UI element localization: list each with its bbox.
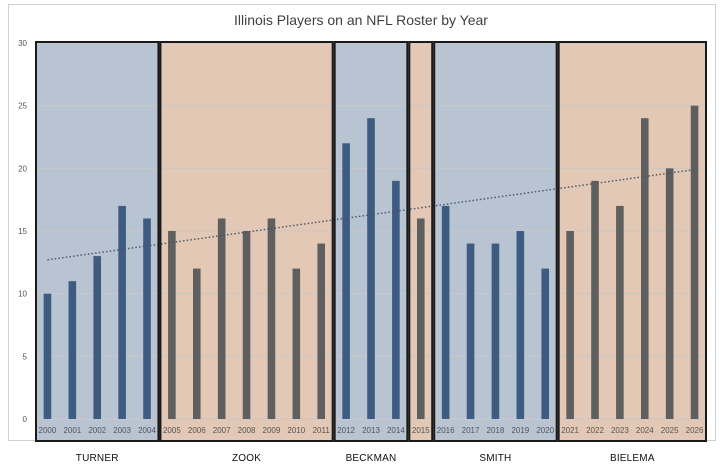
y-tick-label: 10 bbox=[18, 290, 27, 299]
x-tick-label: 2013 bbox=[362, 426, 380, 435]
x-tick-label: 2026 bbox=[686, 426, 704, 435]
bar bbox=[616, 205, 624, 419]
x-tick-label: 2010 bbox=[287, 426, 305, 435]
era-label: TURNER bbox=[76, 453, 119, 464]
era-border bbox=[408, 41, 434, 442]
y-tick-label: 25 bbox=[18, 102, 27, 111]
bar bbox=[416, 218, 425, 419]
y-tick-label: 5 bbox=[23, 352, 28, 361]
era-borders bbox=[35, 41, 708, 442]
bar bbox=[690, 105, 699, 420]
bar bbox=[466, 243, 475, 419]
bar bbox=[267, 218, 276, 419]
x-tick-label: 2023 bbox=[611, 426, 629, 435]
x-tick-label: 2002 bbox=[88, 426, 106, 435]
bar bbox=[43, 293, 52, 419]
era-border bbox=[333, 41, 409, 442]
x-axis-ticks: 2000 2001 2002 2003 2004 2005 2006 2007 2008 2009… bbox=[39, 426, 704, 435]
bar bbox=[192, 268, 201, 419]
bar bbox=[143, 218, 151, 419]
bar bbox=[591, 180, 599, 419]
x-tick-label: 2017 bbox=[462, 426, 480, 435]
bar bbox=[491, 243, 500, 419]
bar bbox=[68, 281, 77, 419]
x-tick-label: 2005 bbox=[163, 426, 181, 435]
y-tick-label: 20 bbox=[18, 164, 27, 173]
x-tick-label: 2006 bbox=[188, 426, 206, 435]
era-label: BIELEMA bbox=[610, 453, 655, 464]
x-tick-label: 2024 bbox=[636, 426, 654, 435]
era-border bbox=[159, 41, 334, 442]
bar bbox=[516, 231, 525, 419]
y-tick-label: 0 bbox=[23, 415, 28, 424]
x-tick-label: 2009 bbox=[263, 426, 281, 435]
trendline-path bbox=[47, 168, 695, 261]
x-tick-label: 2025 bbox=[661, 426, 679, 435]
x-tick-label: 2004 bbox=[138, 426, 156, 435]
bar bbox=[118, 205, 126, 419]
era-border bbox=[433, 41, 558, 442]
y-tick-label: 30 bbox=[18, 39, 27, 48]
bar bbox=[217, 218, 226, 419]
x-tick-label: 2007 bbox=[213, 426, 231, 435]
x-tick-label: 2016 bbox=[437, 426, 455, 435]
era-label: SMITH bbox=[479, 453, 511, 464]
x-tick-label: 2015 bbox=[412, 426, 430, 435]
y-tick-label: 15 bbox=[18, 227, 27, 236]
bar bbox=[292, 268, 301, 419]
bar bbox=[317, 243, 326, 419]
era-border bbox=[557, 41, 708, 442]
x-tick-label: 2014 bbox=[387, 426, 405, 435]
bar bbox=[566, 231, 574, 419]
era-label: ZOOK bbox=[232, 453, 261, 464]
bar bbox=[392, 180, 400, 419]
y-axis-ticks: 0 5 10 15 20 25 30 bbox=[18, 39, 27, 424]
x-tick-label: 2008 bbox=[238, 426, 256, 435]
era-band bbox=[557, 43, 707, 441]
bar bbox=[640, 118, 649, 419]
chart-title: Illinois Players on an NFL Roster by Yea… bbox=[234, 12, 488, 28]
x-tick-label: 2011 bbox=[313, 426, 331, 435]
x-tick-label: 2001 bbox=[63, 426, 81, 435]
bar bbox=[342, 143, 350, 419]
bars bbox=[43, 105, 699, 420]
bar bbox=[665, 168, 674, 419]
era-label: BECKMAN bbox=[346, 453, 397, 464]
bar bbox=[168, 231, 176, 419]
x-tick-label: 2012 bbox=[337, 426, 355, 435]
x-tick-label: 2019 bbox=[511, 426, 529, 435]
x-tick-label: 2020 bbox=[536, 426, 554, 435]
bar bbox=[93, 256, 102, 419]
x-tick-label: 2003 bbox=[113, 426, 131, 435]
trendline bbox=[47, 168, 695, 261]
bar bbox=[367, 118, 375, 419]
bar bbox=[441, 205, 450, 419]
bar bbox=[541, 268, 550, 419]
era-border bbox=[35, 41, 160, 442]
x-tick-label: 2000 bbox=[39, 426, 57, 435]
bar bbox=[242, 231, 251, 419]
era-labels: TURNER ZOOK BECKMAN SMITH BIELEMA bbox=[76, 453, 655, 464]
x-tick-label: 2022 bbox=[586, 426, 604, 435]
x-tick-label: 2021 bbox=[561, 426, 579, 435]
x-tick-label: 2018 bbox=[487, 426, 505, 435]
